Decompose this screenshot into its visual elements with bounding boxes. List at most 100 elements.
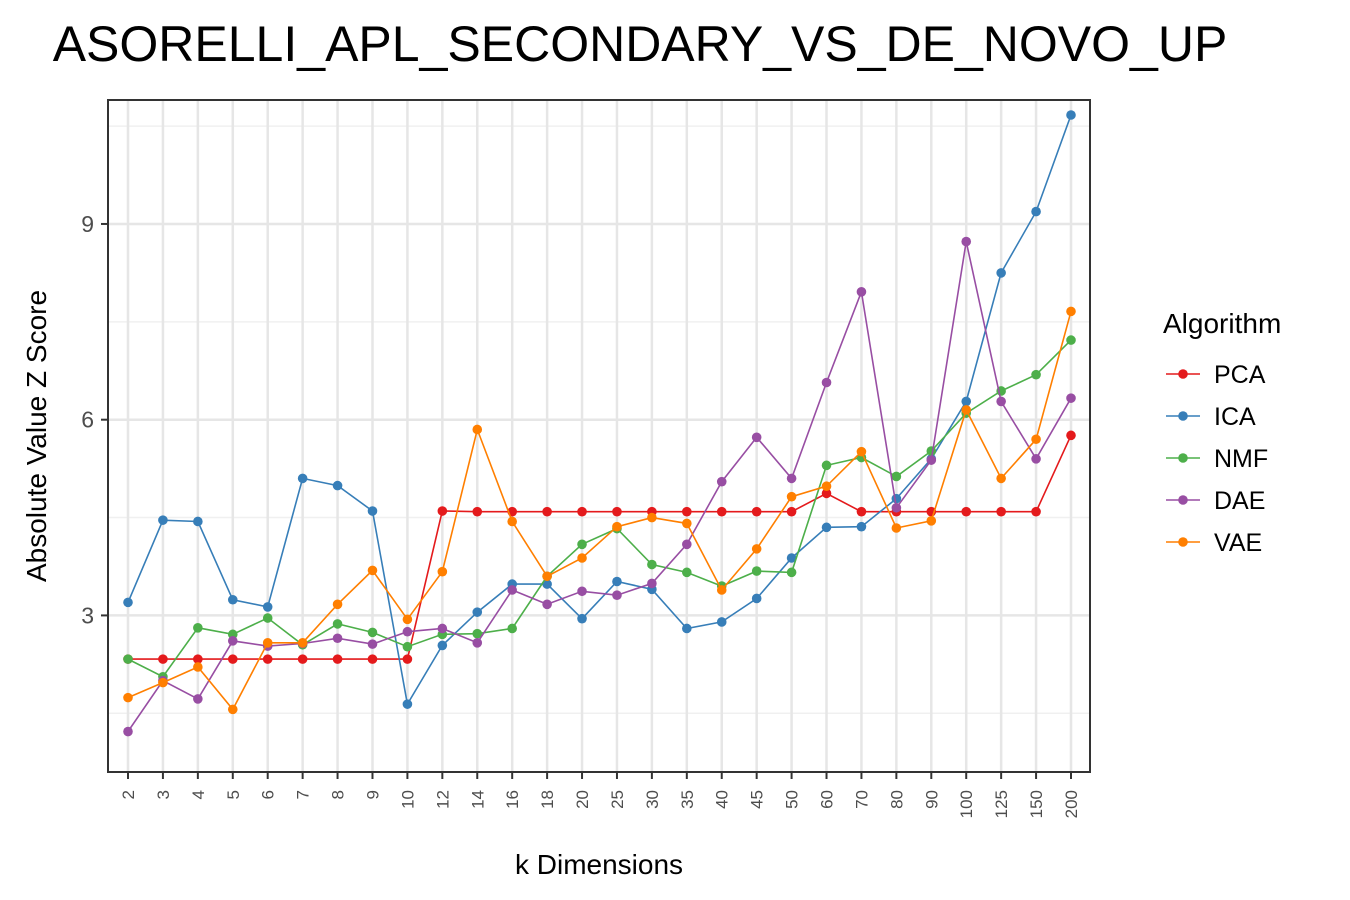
x-tick-label: 100	[957, 790, 976, 818]
data-point	[577, 553, 587, 563]
x-tick-label: 200	[1062, 790, 1081, 818]
data-point	[751, 506, 762, 517]
data-point	[402, 626, 413, 637]
series-line	[127, 339, 1072, 678]
x-tick-label: 12	[433, 790, 452, 809]
x-tick-label: 70	[852, 790, 871, 809]
x-tick-label: 45	[748, 790, 767, 809]
y-axis: 3 6 9	[81, 211, 108, 628]
data-point	[1066, 393, 1076, 403]
legend-key-point	[1178, 537, 1188, 547]
data-point	[961, 405, 972, 415]
x-tick-label: 4	[189, 790, 208, 799]
data-point	[158, 677, 168, 688]
x-tick-label: 40	[713, 790, 732, 809]
data-point	[996, 473, 1006, 484]
data-point	[1066, 430, 1076, 441]
data-point	[297, 654, 308, 664]
series-line	[127, 311, 1072, 711]
series-line	[127, 241, 1072, 732]
data-point	[158, 515, 168, 525]
data-point	[367, 565, 378, 576]
data-point	[472, 628, 483, 639]
y-tick-label: 9	[81, 211, 94, 237]
data-point	[891, 471, 902, 482]
data-point	[682, 506, 692, 517]
data-point	[332, 633, 343, 644]
data-point	[472, 638, 483, 648]
legend-item-vae: VAE	[1166, 529, 1262, 557]
grid-major	[108, 100, 1090, 772]
x-tick-label: 6	[259, 790, 278, 799]
data-point	[542, 579, 552, 589]
series-line	[127, 114, 1072, 707]
data-point	[682, 518, 692, 529]
series-dae	[123, 236, 1076, 737]
data-point	[332, 480, 343, 491]
data-point	[402, 641, 413, 652]
legend-key-point	[1178, 453, 1188, 463]
data-point	[367, 506, 378, 516]
data-point	[367, 639, 378, 649]
data-point	[716, 506, 727, 517]
data-point	[647, 512, 657, 523]
x-tick-label: 150	[1027, 790, 1046, 818]
data-point	[193, 623, 203, 633]
data-point	[507, 516, 517, 527]
data-point	[472, 607, 483, 617]
legend-item-dae: DAE	[1166, 487, 1265, 515]
data-point	[786, 567, 797, 578]
data-point	[437, 623, 448, 634]
data-point	[647, 578, 657, 589]
data-point	[821, 377, 832, 388]
data-point	[751, 432, 762, 443]
x-tick-label: 20	[573, 790, 592, 809]
data-point	[996, 506, 1006, 517]
data-point	[856, 446, 867, 457]
data-point	[262, 654, 273, 664]
x-tick-label: 8	[329, 790, 348, 799]
x-tick-label: 10	[398, 790, 417, 809]
data-point	[262, 602, 273, 612]
data-point	[682, 567, 692, 578]
x-tick-label: 5	[224, 790, 243, 799]
series-pca	[123, 430, 1076, 664]
y-axis-title: Absolute Value Z Score	[21, 290, 52, 582]
data-point	[367, 627, 378, 638]
x-tick-label: 2	[119, 790, 138, 799]
data-point	[402, 654, 413, 664]
data-point	[1031, 369, 1041, 380]
data-point	[227, 654, 238, 664]
legend-item-pca: PCA	[1166, 361, 1266, 389]
data-point	[123, 726, 133, 737]
data-point	[891, 523, 902, 533]
legend-item-ica: ICA	[1166, 403, 1256, 431]
x-tick-label: 9	[363, 790, 382, 799]
data-point	[472, 506, 483, 517]
series-line	[128, 434, 1072, 660]
data-point	[227, 594, 238, 605]
data-point	[332, 654, 343, 664]
data-point	[786, 553, 797, 563]
data-point	[402, 699, 413, 709]
data-point	[193, 694, 203, 704]
data-point	[786, 473, 797, 484]
legend-item-nmf: NMF	[1166, 445, 1268, 473]
data-point	[716, 617, 727, 627]
data-point	[1031, 454, 1041, 464]
x-tick-label: 60	[818, 790, 837, 809]
data-point	[507, 623, 517, 634]
data-point	[1031, 434, 1041, 445]
data-point	[821, 481, 832, 492]
data-point	[996, 268, 1006, 278]
data-point	[751, 566, 762, 576]
data-point	[612, 506, 622, 517]
data-point	[158, 654, 168, 664]
data-point	[1031, 206, 1041, 217]
y-tick-label: 3	[81, 602, 94, 628]
x-tick-label: 35	[678, 790, 697, 809]
data-point	[821, 460, 832, 471]
data-point	[332, 599, 343, 610]
x-tick-label: 90	[922, 790, 941, 809]
